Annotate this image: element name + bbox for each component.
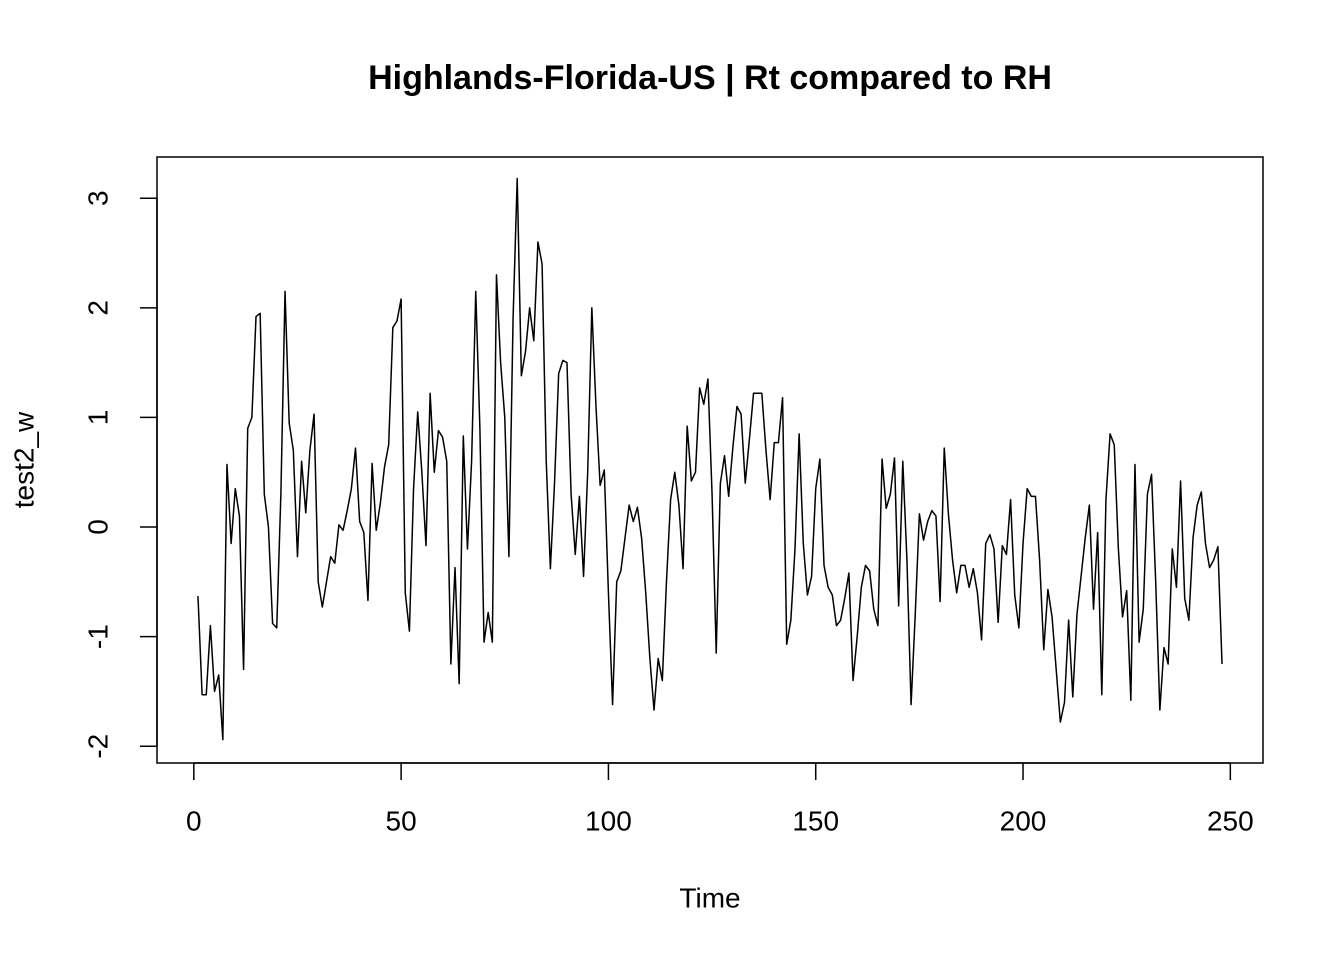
x-tick-label: 50 (386, 805, 417, 836)
series-line (197, 177, 1223, 741)
y-tick-label: -1 (82, 624, 113, 649)
x-tick-label: 150 (792, 805, 839, 836)
x-axis-label: Time (679, 882, 740, 913)
y-tick-label: 3 (82, 190, 113, 206)
x-tick-label: 200 (1000, 805, 1047, 836)
y-tick-label: 2 (82, 300, 113, 316)
y-axis-label: test2_w (8, 411, 39, 508)
x-tick-label: 100 (585, 805, 632, 836)
x-tick-label: 250 (1207, 805, 1254, 836)
y-tick-label: -2 (82, 734, 113, 759)
x-tick-label: 0 (186, 805, 202, 836)
y-tick-label: 1 (82, 410, 113, 426)
y-tick-label: 0 (82, 519, 113, 535)
chart-title: Highlands-Florida-US | Rt compared to RH (368, 59, 1052, 97)
